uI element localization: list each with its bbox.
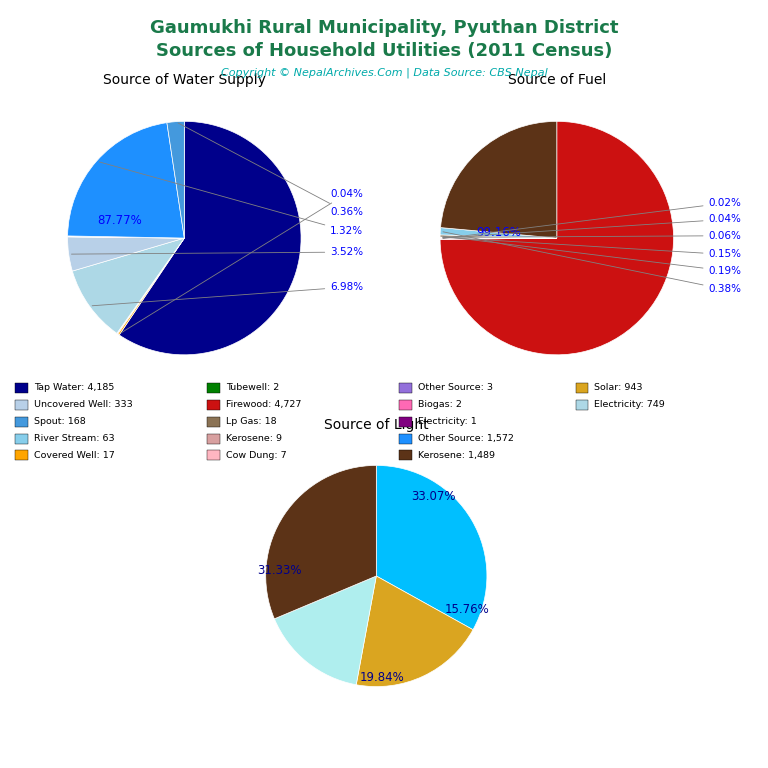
Wedge shape — [441, 121, 557, 238]
Text: Electricity: 749: Electricity: 749 — [594, 400, 665, 409]
Text: Lp Gas: 18: Lp Gas: 18 — [226, 417, 276, 426]
Text: Other Source: 1,572: Other Source: 1,572 — [418, 434, 514, 443]
Text: 33.07%: 33.07% — [412, 490, 456, 503]
Wedge shape — [440, 237, 557, 238]
Text: Cow Dung: 7: Cow Dung: 7 — [226, 451, 286, 460]
Title: Source of Fuel: Source of Fuel — [508, 73, 606, 87]
Wedge shape — [167, 121, 184, 238]
Text: Copyright © NepalArchives.Com | Data Source: CBS Nepal: Copyright © NepalArchives.Com | Data Sou… — [220, 68, 548, 78]
Wedge shape — [356, 576, 473, 687]
Wedge shape — [68, 236, 184, 238]
Wedge shape — [440, 121, 674, 355]
Text: Other Source: 3: Other Source: 3 — [418, 383, 493, 392]
Text: Tap Water: 4,185: Tap Water: 4,185 — [34, 383, 114, 392]
Text: 0.04%: 0.04% — [121, 189, 363, 333]
Wedge shape — [68, 123, 184, 238]
Text: 0.04%: 0.04% — [443, 214, 741, 238]
Wedge shape — [440, 237, 557, 238]
Text: Gaumukhi Rural Municipality, Pyuthan District: Gaumukhi Rural Municipality, Pyuthan Dis… — [150, 19, 618, 37]
Wedge shape — [376, 465, 487, 630]
Wedge shape — [119, 121, 301, 355]
Text: Kerosene: 9: Kerosene: 9 — [226, 434, 282, 443]
Wedge shape — [266, 465, 376, 619]
Wedge shape — [72, 238, 184, 333]
Text: 31.33%: 31.33% — [257, 564, 301, 577]
Text: 99.16%: 99.16% — [476, 226, 521, 239]
Text: Kerosene: 1,489: Kerosene: 1,489 — [418, 451, 495, 460]
Text: 1.32%: 1.32% — [99, 162, 363, 236]
Text: 19.84%: 19.84% — [359, 671, 404, 684]
Text: Solar: 943: Solar: 943 — [594, 383, 643, 392]
Text: Spout: 168: Spout: 168 — [34, 417, 85, 426]
Text: 6.98%: 6.98% — [92, 282, 363, 306]
Wedge shape — [440, 238, 557, 240]
Wedge shape — [117, 238, 184, 334]
Text: Biogas: 2: Biogas: 2 — [418, 400, 462, 409]
Text: 0.36%: 0.36% — [178, 123, 363, 217]
Title: Source of Light: Source of Light — [324, 419, 429, 432]
Text: 0.06%: 0.06% — [443, 230, 741, 240]
Text: Covered Well: 17: Covered Well: 17 — [34, 451, 114, 460]
Text: 0.19%: 0.19% — [443, 237, 742, 276]
Wedge shape — [68, 237, 184, 271]
Wedge shape — [118, 238, 184, 335]
Title: Source of Water Supply: Source of Water Supply — [103, 73, 266, 87]
Text: Electricity: 1: Electricity: 1 — [418, 417, 476, 426]
Wedge shape — [440, 227, 557, 238]
Text: Sources of Household Utilities (2011 Census): Sources of Household Utilities (2011 Cen… — [156, 42, 612, 60]
Wedge shape — [440, 237, 557, 238]
Text: 0.15%: 0.15% — [443, 237, 742, 260]
Text: 0.38%: 0.38% — [443, 232, 742, 294]
Text: Firewood: 4,727: Firewood: 4,727 — [226, 400, 301, 409]
Text: 3.52%: 3.52% — [71, 247, 363, 257]
Wedge shape — [117, 238, 184, 333]
Text: 15.76%: 15.76% — [445, 603, 489, 616]
Wedge shape — [68, 237, 184, 238]
Text: Tubewell: 2: Tubewell: 2 — [226, 383, 279, 392]
Text: 87.77%: 87.77% — [98, 214, 143, 227]
Wedge shape — [440, 235, 557, 238]
Text: Uncovered Well: 333: Uncovered Well: 333 — [34, 400, 133, 409]
Wedge shape — [274, 576, 376, 685]
Text: River Stream: 63: River Stream: 63 — [34, 434, 114, 443]
Text: 0.02%: 0.02% — [443, 198, 741, 239]
